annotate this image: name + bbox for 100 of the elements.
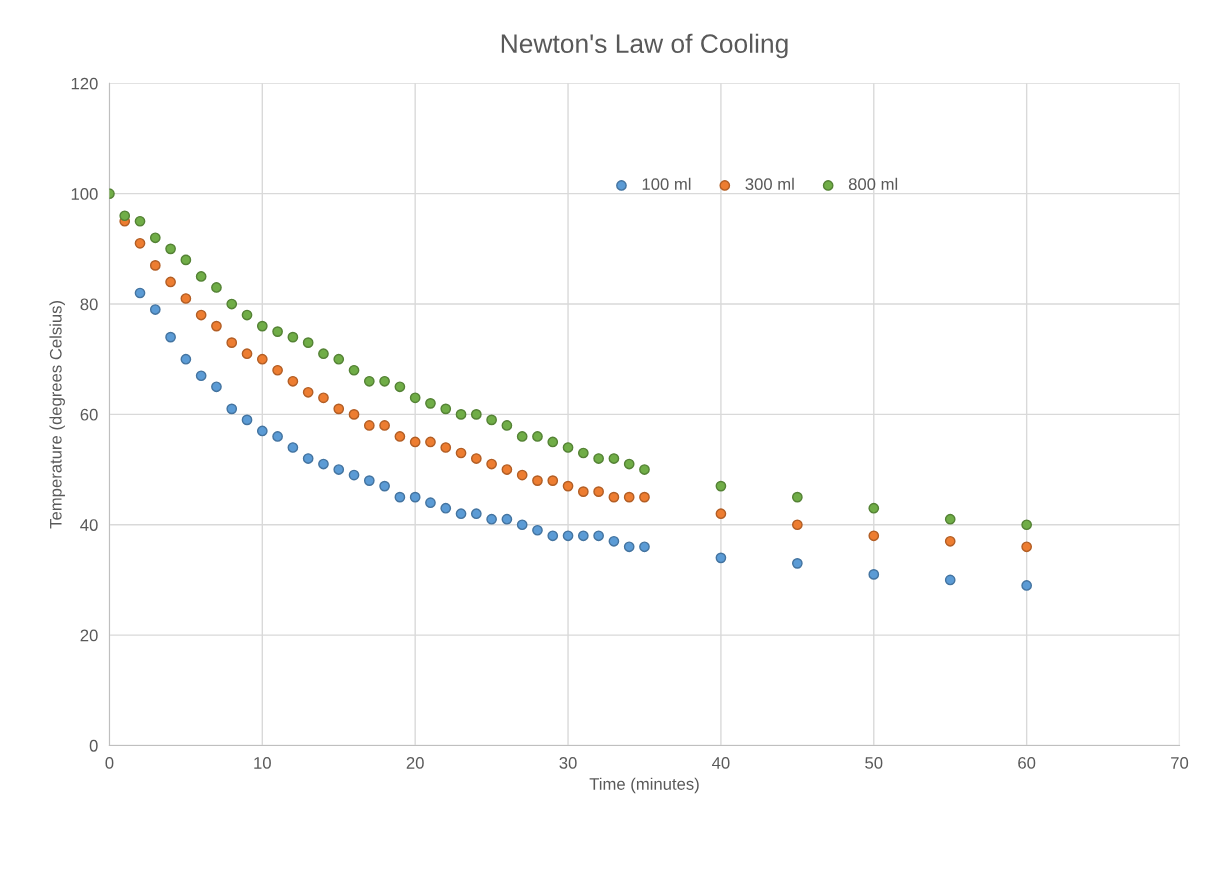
point [608,453,620,464]
legend-label: 100 ml [642,177,691,191]
x-tick-label: 60 [1018,757,1036,769]
point [516,431,528,442]
x-axis-title: Time (minutes) [589,777,699,794]
point [394,491,406,503]
point [134,237,146,249]
point [379,480,390,492]
point [409,491,421,503]
point [149,232,161,244]
point [440,502,452,514]
point [715,552,727,564]
point [1021,580,1033,591]
point [547,530,559,542]
point [501,420,513,431]
point [333,353,345,365]
point [287,375,299,387]
point [409,436,421,448]
point [302,386,314,398]
y-tick-label: 60 [80,408,98,421]
point [562,530,574,542]
point [333,464,345,475]
y-tick-label: 120 [71,77,98,90]
point [363,375,375,387]
point [455,508,467,520]
point [318,392,329,404]
chart-title: Newton's Law of Cooling [501,33,788,59]
point [211,381,222,393]
point [577,486,589,497]
point [577,530,589,542]
point [1021,519,1033,531]
point [516,469,528,481]
point [608,491,620,503]
point [562,442,574,453]
point [379,375,390,387]
point [211,282,222,293]
x-tick-label: 40 [712,757,730,769]
point [593,453,604,464]
point [486,458,497,470]
point [272,326,283,337]
point [348,364,360,376]
y-tick-label: 20 [80,629,98,642]
point [318,458,329,470]
point [302,453,314,464]
legend-label: 800 ml [848,177,898,191]
y-tick-label: 80 [80,298,98,311]
point [180,254,192,266]
point [409,392,421,404]
point [149,260,161,271]
point [318,348,329,360]
point [547,475,559,486]
point [639,541,650,553]
point [639,464,650,475]
point [944,535,956,547]
point [256,353,268,365]
point [593,486,604,497]
point [623,458,635,470]
point [455,447,467,459]
point [639,491,650,503]
point [470,453,482,464]
x-tick-label: 20 [406,757,424,769]
point [425,436,436,448]
y-tick-label: 40 [80,519,98,531]
point [944,513,956,525]
point [287,331,299,343]
point [532,475,543,486]
point [211,320,222,332]
point [715,508,727,520]
point [363,420,375,431]
point [868,502,880,514]
point [394,381,406,393]
point [944,574,956,586]
point [791,558,803,569]
point [333,403,345,415]
point [241,309,253,321]
point [577,447,589,459]
point [608,535,620,547]
point [470,409,482,420]
point [425,397,436,409]
point [256,425,268,437]
point [195,370,207,382]
point [226,298,238,310]
point [363,475,375,486]
point [440,403,452,415]
point [272,431,283,442]
y-axis-title: Temperature (degrees Celsius) [49,301,65,529]
point [623,541,635,553]
point [302,337,314,349]
y-tick-label: 0 [89,739,98,752]
point [791,491,803,503]
point [241,414,253,426]
point [180,293,192,304]
point [562,480,574,492]
point [501,513,513,525]
point [623,491,635,503]
point [256,320,268,332]
point [1021,541,1033,553]
point [149,304,161,315]
point [501,464,513,475]
point [348,409,360,420]
